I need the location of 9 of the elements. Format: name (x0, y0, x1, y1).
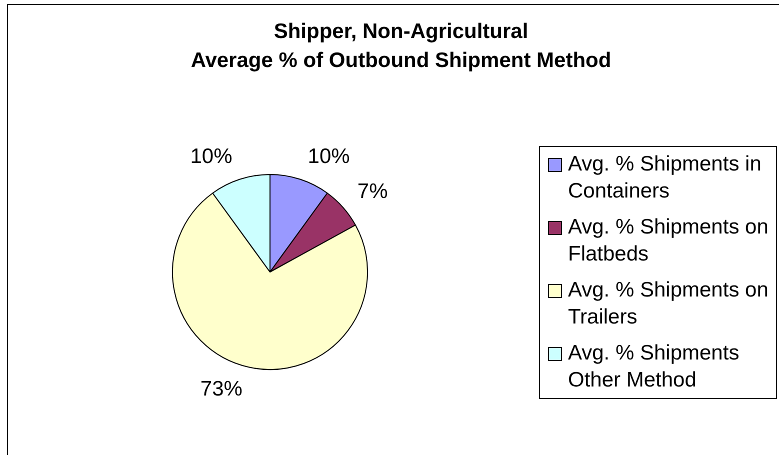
legend-label: Avg. % Shipments on Trailers (568, 278, 768, 328)
data-label: 73% (200, 377, 242, 400)
legend-label: Avg. % Shipments Other Method (568, 341, 740, 392)
data-label: 10% (308, 145, 350, 168)
data-label: 7% (357, 180, 388, 204)
legend-label: Avg. % Shipments in Containers (568, 152, 762, 202)
chart-title: Shipper, Non-Agricultural Average % of Outbound Shipment Method (190, 20, 612, 72)
data-label: 10% (190, 145, 232, 168)
legend-label: Avg. % Shipments on Flatbeds (568, 215, 768, 266)
